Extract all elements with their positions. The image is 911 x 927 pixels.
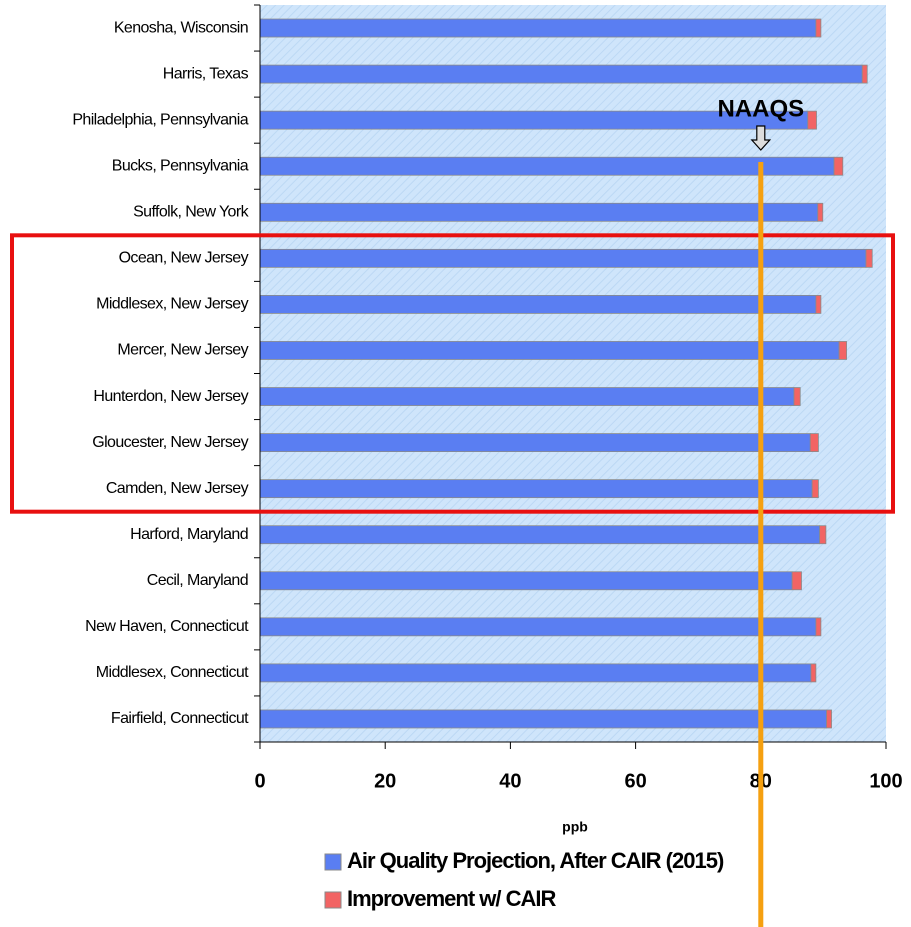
category-label: Gloucester, New Jersey (92, 434, 248, 451)
x-tick-label: 40 (499, 770, 521, 792)
legend-swatch (324, 891, 342, 909)
bar-segment (809, 433, 819, 452)
bar-segment (819, 525, 827, 545)
x-tick-label: 0 (254, 770, 265, 792)
bar-segment (833, 156, 844, 176)
bar-segment (259, 18, 817, 38)
category-label: Mercer, New Jersey (117, 342, 248, 359)
bar-segment (259, 341, 840, 360)
bar-segment (259, 663, 812, 683)
bar-segment (259, 202, 819, 222)
x-axis-label: ppb (562, 819, 588, 835)
bar-segment (817, 202, 824, 222)
legend-label: Air Quality Projection, After CAIR (2015… (347, 848, 724, 873)
bar-segment (811, 479, 819, 499)
category-label: Fairfield, Connecticut (111, 710, 249, 727)
category-label: Kenosha, Wisconsin (114, 19, 248, 36)
bar-segment (259, 479, 813, 499)
bar-segment (259, 295, 817, 314)
category-label: Suffolk, New York (133, 204, 250, 221)
category-label: Ocean, New Jersey (119, 250, 249, 267)
category-label: Bucks, Pennsylvania (112, 157, 249, 174)
bar-segment (815, 295, 822, 314)
bar-segment (815, 18, 822, 38)
category-label: Harford, Maryland (130, 526, 248, 543)
bar-segment (259, 709, 827, 729)
reference-label: NAAQS (717, 95, 804, 122)
x-tick-label: 100 (869, 770, 902, 792)
bar-segment (807, 110, 817, 130)
bar-segment (259, 387, 795, 406)
bar-segment (791, 571, 802, 591)
x-tick-label: 60 (624, 770, 646, 792)
category-label: Philadelphia, Pennsylvania (72, 111, 248, 128)
legend-swatch (324, 853, 342, 871)
highlight-box (10, 233, 895, 514)
category-label: New Haven, Connecticut (85, 618, 249, 635)
category-label: Middlesex, New Jersey (96, 296, 249, 313)
legend-label: Improvement w/ CAIR (347, 886, 556, 911)
bar-segment (259, 156, 835, 176)
bar-segment (810, 663, 817, 683)
category-label: Hunterdon, New Jersey (93, 388, 248, 405)
bar-segment (259, 433, 811, 452)
category-label: Camden, New Jersey (106, 480, 249, 497)
bar-segment (259, 571, 793, 591)
category-label: Harris, Texas (163, 65, 249, 82)
bar-segment (793, 387, 801, 406)
bar-segment (861, 64, 868, 84)
bar-segment (259, 617, 817, 637)
bar-segment (826, 709, 832, 729)
bar-segment (259, 248, 867, 268)
bar-segment (259, 525, 821, 545)
reference-arrow (750, 125, 772, 151)
bar-segment (865, 248, 873, 268)
category-label: Middlesex, Connecticut (96, 664, 249, 681)
category-label: Cecil, Maryland (147, 572, 248, 589)
bar-segment (259, 64, 863, 84)
bar-segment (838, 341, 847, 360)
x-tick-label: 20 (374, 770, 396, 792)
bar-segment (815, 617, 822, 637)
